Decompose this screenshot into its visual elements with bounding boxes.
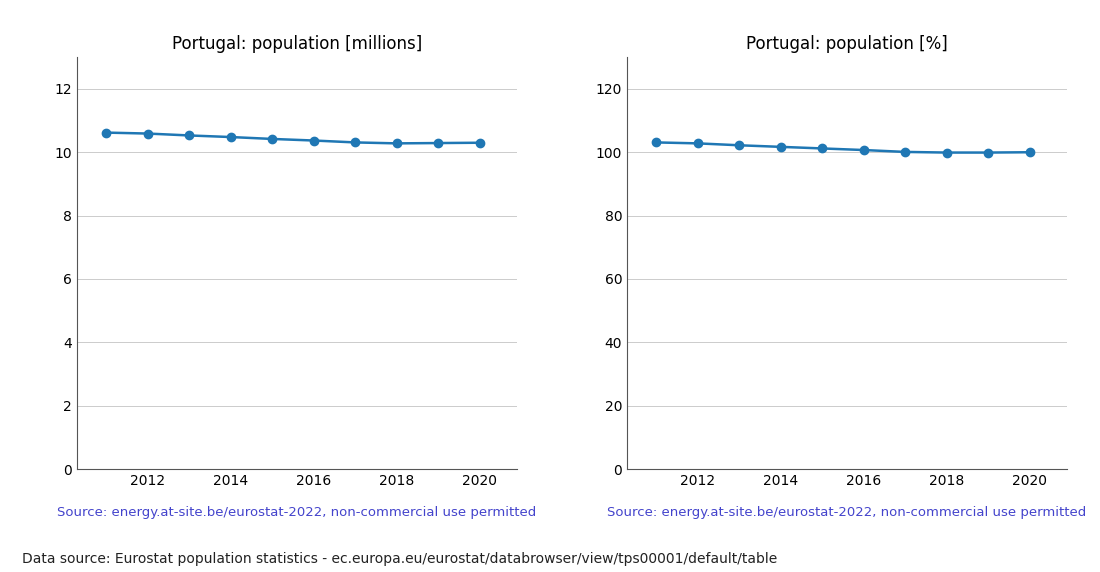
Text: Source: energy.at-site.be/eurostat-2022, non-commercial use permitted: Source: energy.at-site.be/eurostat-2022,…	[607, 506, 1087, 519]
Title: Portugal: population [%]: Portugal: population [%]	[746, 35, 948, 53]
Text: Source: energy.at-site.be/eurostat-2022, non-commercial use permitted: Source: energy.at-site.be/eurostat-2022,…	[57, 506, 537, 519]
Title: Portugal: population [millions]: Portugal: population [millions]	[172, 35, 422, 53]
Text: Data source: Eurostat population statistics - ec.europa.eu/eurostat/databrowser/: Data source: Eurostat population statist…	[22, 553, 778, 566]
